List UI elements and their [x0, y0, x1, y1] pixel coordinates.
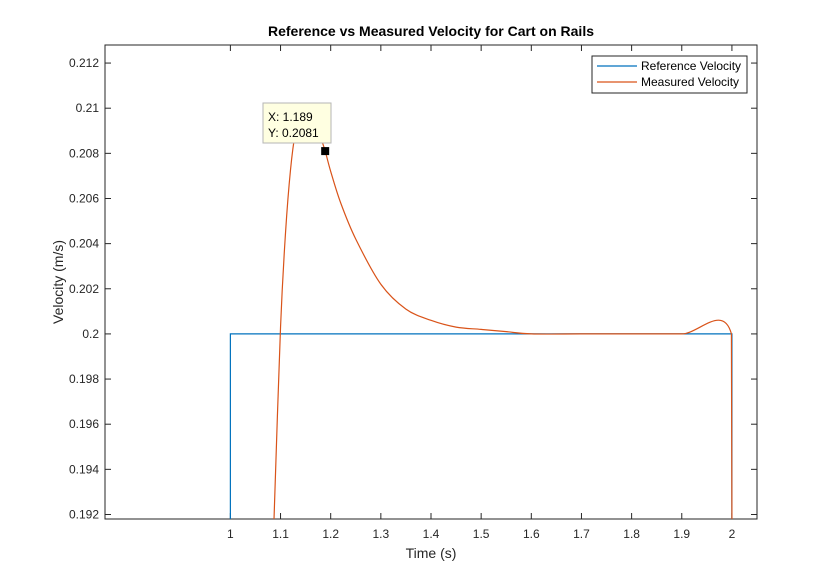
y-tick-label: 0.202 [69, 282, 99, 296]
legend[interactable]: Reference Velocity Measured Velocity [591, 55, 748, 94]
series-line-measured-velocity [273, 106, 733, 519]
chart-title: Reference vs Measured Velocity for Cart … [268, 23, 594, 39]
x-tick-label: 1 [227, 527, 234, 541]
datatip-y-text: Y: 0.2081 [268, 126, 319, 140]
y-tick-label: 0.198 [69, 372, 99, 386]
x-tick-label: 1.5 [473, 527, 490, 541]
x-tick-label: 1.2 [322, 527, 339, 541]
datatip-marker[interactable] [321, 147, 330, 156]
x-tick-label: 1.6 [523, 527, 540, 541]
y-tick-label: 0.21 [76, 101, 100, 115]
y-axis-label: Velocity (m/s) [50, 240, 66, 324]
x-tick-label: 1.7 [573, 527, 590, 541]
datatip[interactable]: X: 1.189 Y: 0.2081 [262, 102, 332, 156]
plot-area [104, 44, 758, 520]
y-tick-label: 0.208 [69, 146, 99, 160]
legend-label-reference-velocity: Reference Velocity [641, 59, 741, 73]
y-tick-label: 0.196 [69, 417, 99, 431]
y-tick-label: 0.212 [69, 56, 99, 70]
x-tick-label: 2 [729, 527, 736, 541]
x-tick-label: 1.3 [373, 527, 390, 541]
y-tick-label: 0.204 [69, 237, 99, 251]
datatip-x-text: X: 1.189 [268, 110, 313, 124]
series-layer [229, 106, 733, 519]
y-tick-label: 0.206 [69, 191, 99, 205]
x-tick-label: 1.4 [423, 527, 440, 541]
y-axis: 0.192 0.194 0.196 0.198 0.2 0.202 0.204 0.206 0.… [69, 56, 757, 521]
datatip-box [262, 102, 332, 144]
y-tick-label: 0.2 [82, 327, 99, 341]
y-tick-label: 0.192 [69, 507, 99, 521]
x-tick-label: 1.1 [272, 527, 289, 541]
legend-box [591, 55, 748, 94]
x-tick-label: 1.9 [673, 527, 690, 541]
x-axis: 1 1.1 1.2 1.3 1.4 1.5 1.6 1.7 1.8 1.9 2 [227, 45, 736, 541]
y-tick-label: 0.194 [69, 462, 99, 476]
x-axis-label: Time (s) [406, 545, 457, 561]
x-tick-label: 1.8 [623, 527, 640, 541]
legend-label-measured-velocity: Measured Velocity [641, 75, 739, 89]
